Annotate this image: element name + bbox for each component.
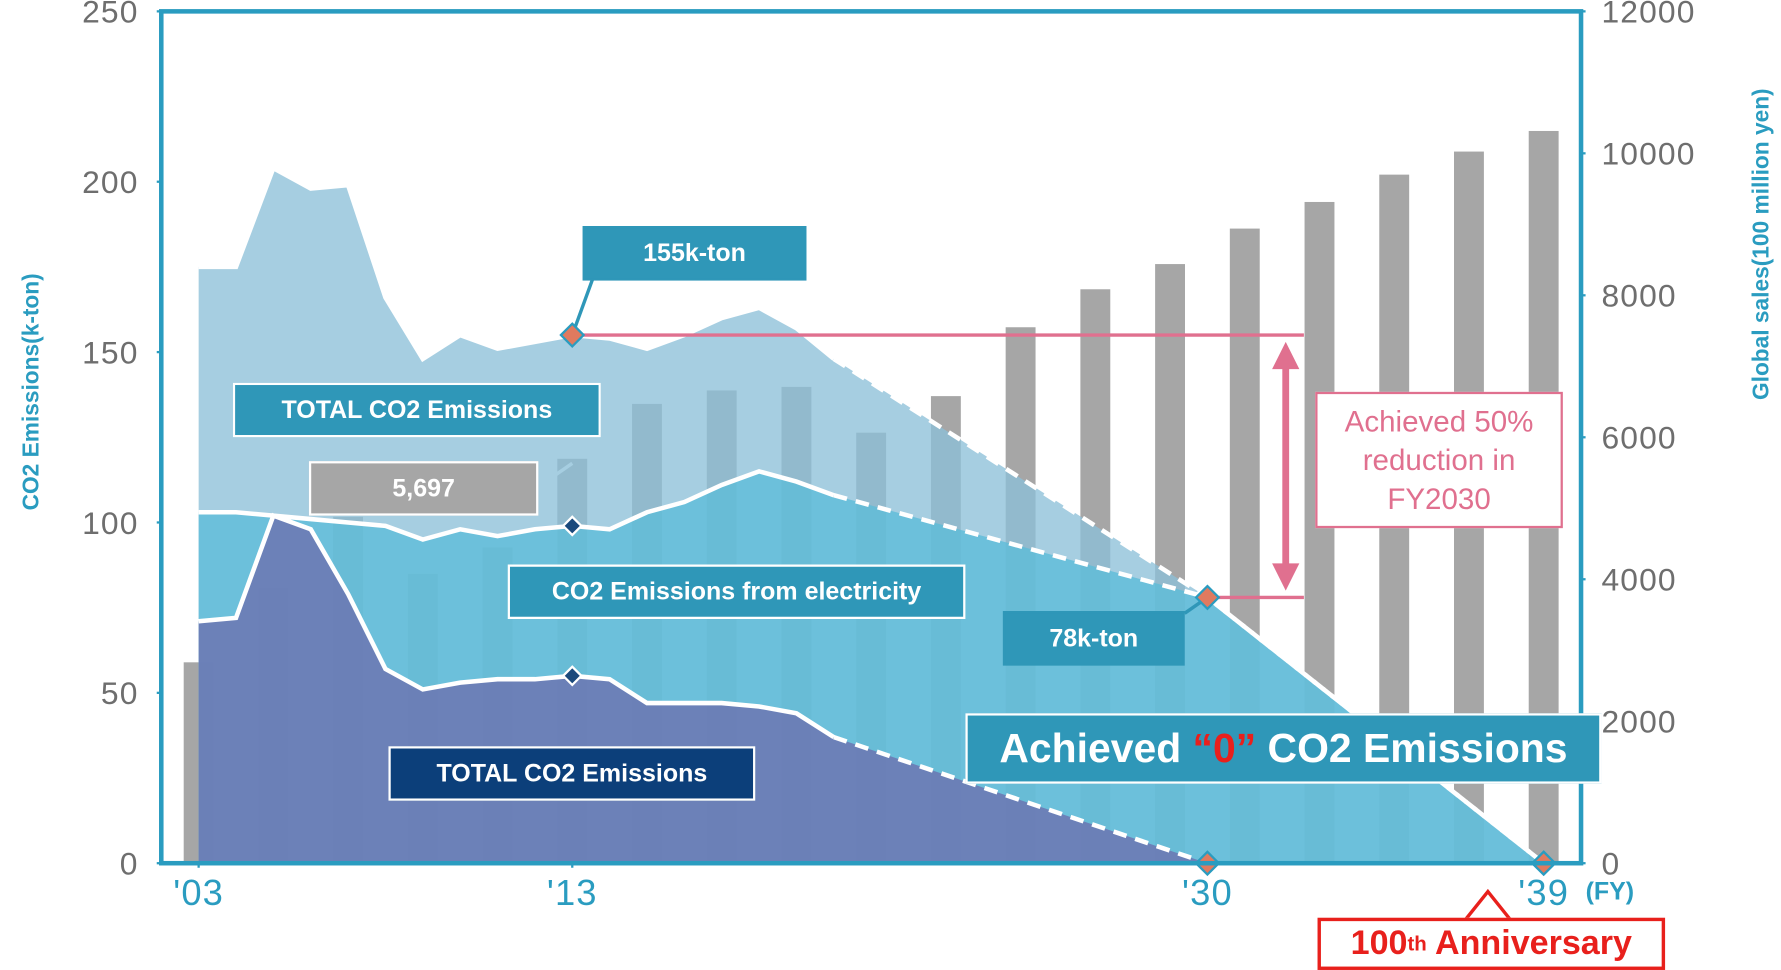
goal-box: Achieved “0” CO2 Emissions — [965, 713, 1601, 783]
anniversary-text: Anniversary — [1427, 925, 1632, 964]
y2-tick-label: 6000 — [1601, 420, 1676, 456]
y-tick-label: 200 — [82, 164, 138, 200]
y2-tick-label: 8000 — [1601, 278, 1676, 314]
x-tick-label: '30 — [1182, 872, 1233, 913]
series-label: CO2 Emissions from electricity — [508, 564, 966, 619]
y2-axis-title: Global sales(100 million yen) — [1747, 88, 1773, 400]
stage: CO2 Emissions(k-ton) Global sales(100 mi… — [0, 0, 1781, 970]
anniversary-text: 100 — [1351, 925, 1408, 964]
x-tick-label: '03 — [173, 872, 224, 913]
y-tick-label: 150 — [82, 334, 138, 370]
y2-tick-label: 12000 — [1601, 0, 1695, 30]
goal-text: Achieved — [999, 725, 1192, 773]
y2-tick-label: 4000 — [1601, 562, 1676, 598]
x-axis-title: (FY) — [1586, 878, 1635, 906]
y-axis-title: CO2 Emissions(k-ton) — [18, 273, 44, 510]
goal-text: CO2 Emissions — [1256, 725, 1567, 773]
y-tick-label: 50 — [101, 675, 139, 711]
x-tick-label: '13 — [547, 872, 598, 913]
y-tick-label: 100 — [82, 505, 138, 541]
callout-box: 78k-ton — [1003, 611, 1185, 666]
y2-tick-label: 10000 — [1601, 136, 1695, 172]
y2-tick-label: 2000 — [1601, 704, 1676, 740]
y2-tick-label: 0 — [1601, 846, 1620, 882]
series-label: TOTAL CO2 Emissions — [388, 746, 755, 801]
y-tick-label: 250 — [82, 0, 138, 30]
anniversary-text: th — [1407, 932, 1426, 956]
anniversary-pointer — [1465, 892, 1510, 920]
callout-box: 155k-ton — [583, 226, 807, 281]
goal-text: “0” — [1193, 725, 1257, 773]
reduction-note: Achieved 50% reduction in FY2030 — [1315, 392, 1563, 528]
x-tick-label: '39 — [1518, 872, 1569, 913]
y-tick-label: 0 — [120, 846, 139, 882]
value-label-box: 5,697 — [309, 461, 538, 516]
series-label: TOTAL CO2 Emissions — [233, 383, 601, 438]
